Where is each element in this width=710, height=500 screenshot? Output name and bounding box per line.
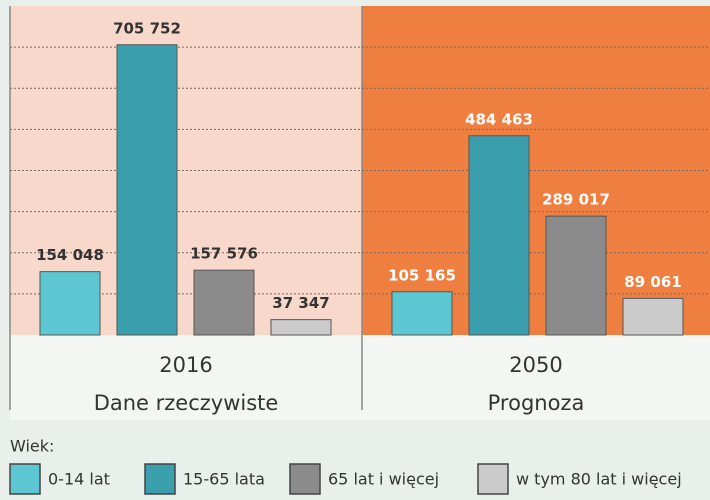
category-label: 2050 bbox=[509, 353, 562, 377]
legend-swatch bbox=[144, 463, 176, 495]
category-subtitle: Dane rzeczywiste bbox=[94, 391, 279, 415]
bar bbox=[545, 215, 607, 336]
bar bbox=[622, 297, 684, 336]
category-subtitle: Prognoza bbox=[488, 391, 585, 415]
legend-swatch bbox=[477, 463, 509, 495]
legend-swatch bbox=[9, 463, 41, 495]
bar bbox=[468, 135, 530, 336]
value-label: 37 347 bbox=[272, 294, 329, 312]
legend-label: 0-14 lat bbox=[48, 470, 110, 489]
bar bbox=[193, 269, 255, 336]
value-label: 154 048 bbox=[36, 246, 104, 264]
value-label: 289 017 bbox=[542, 191, 610, 209]
value-label: 89 061 bbox=[624, 273, 681, 291]
category-band bbox=[10, 335, 710, 420]
legend-title: Wiek: bbox=[10, 437, 54, 456]
value-label: 484 463 bbox=[465, 110, 533, 128]
legend-label: w tym 80 lat i więcej bbox=[516, 470, 682, 489]
value-label: 157 576 bbox=[190, 245, 258, 263]
category-label: 2016 bbox=[159, 353, 212, 377]
legend-label: 15-65 lata bbox=[183, 470, 265, 489]
bar bbox=[391, 291, 453, 336]
legend-label: 65 lat i więcej bbox=[328, 470, 439, 489]
bar bbox=[39, 271, 101, 336]
value-label: 705 752 bbox=[113, 19, 181, 37]
bar bbox=[270, 319, 332, 336]
value-label: 105 165 bbox=[388, 266, 456, 284]
bar bbox=[116, 44, 178, 336]
legend-swatch bbox=[289, 463, 321, 495]
